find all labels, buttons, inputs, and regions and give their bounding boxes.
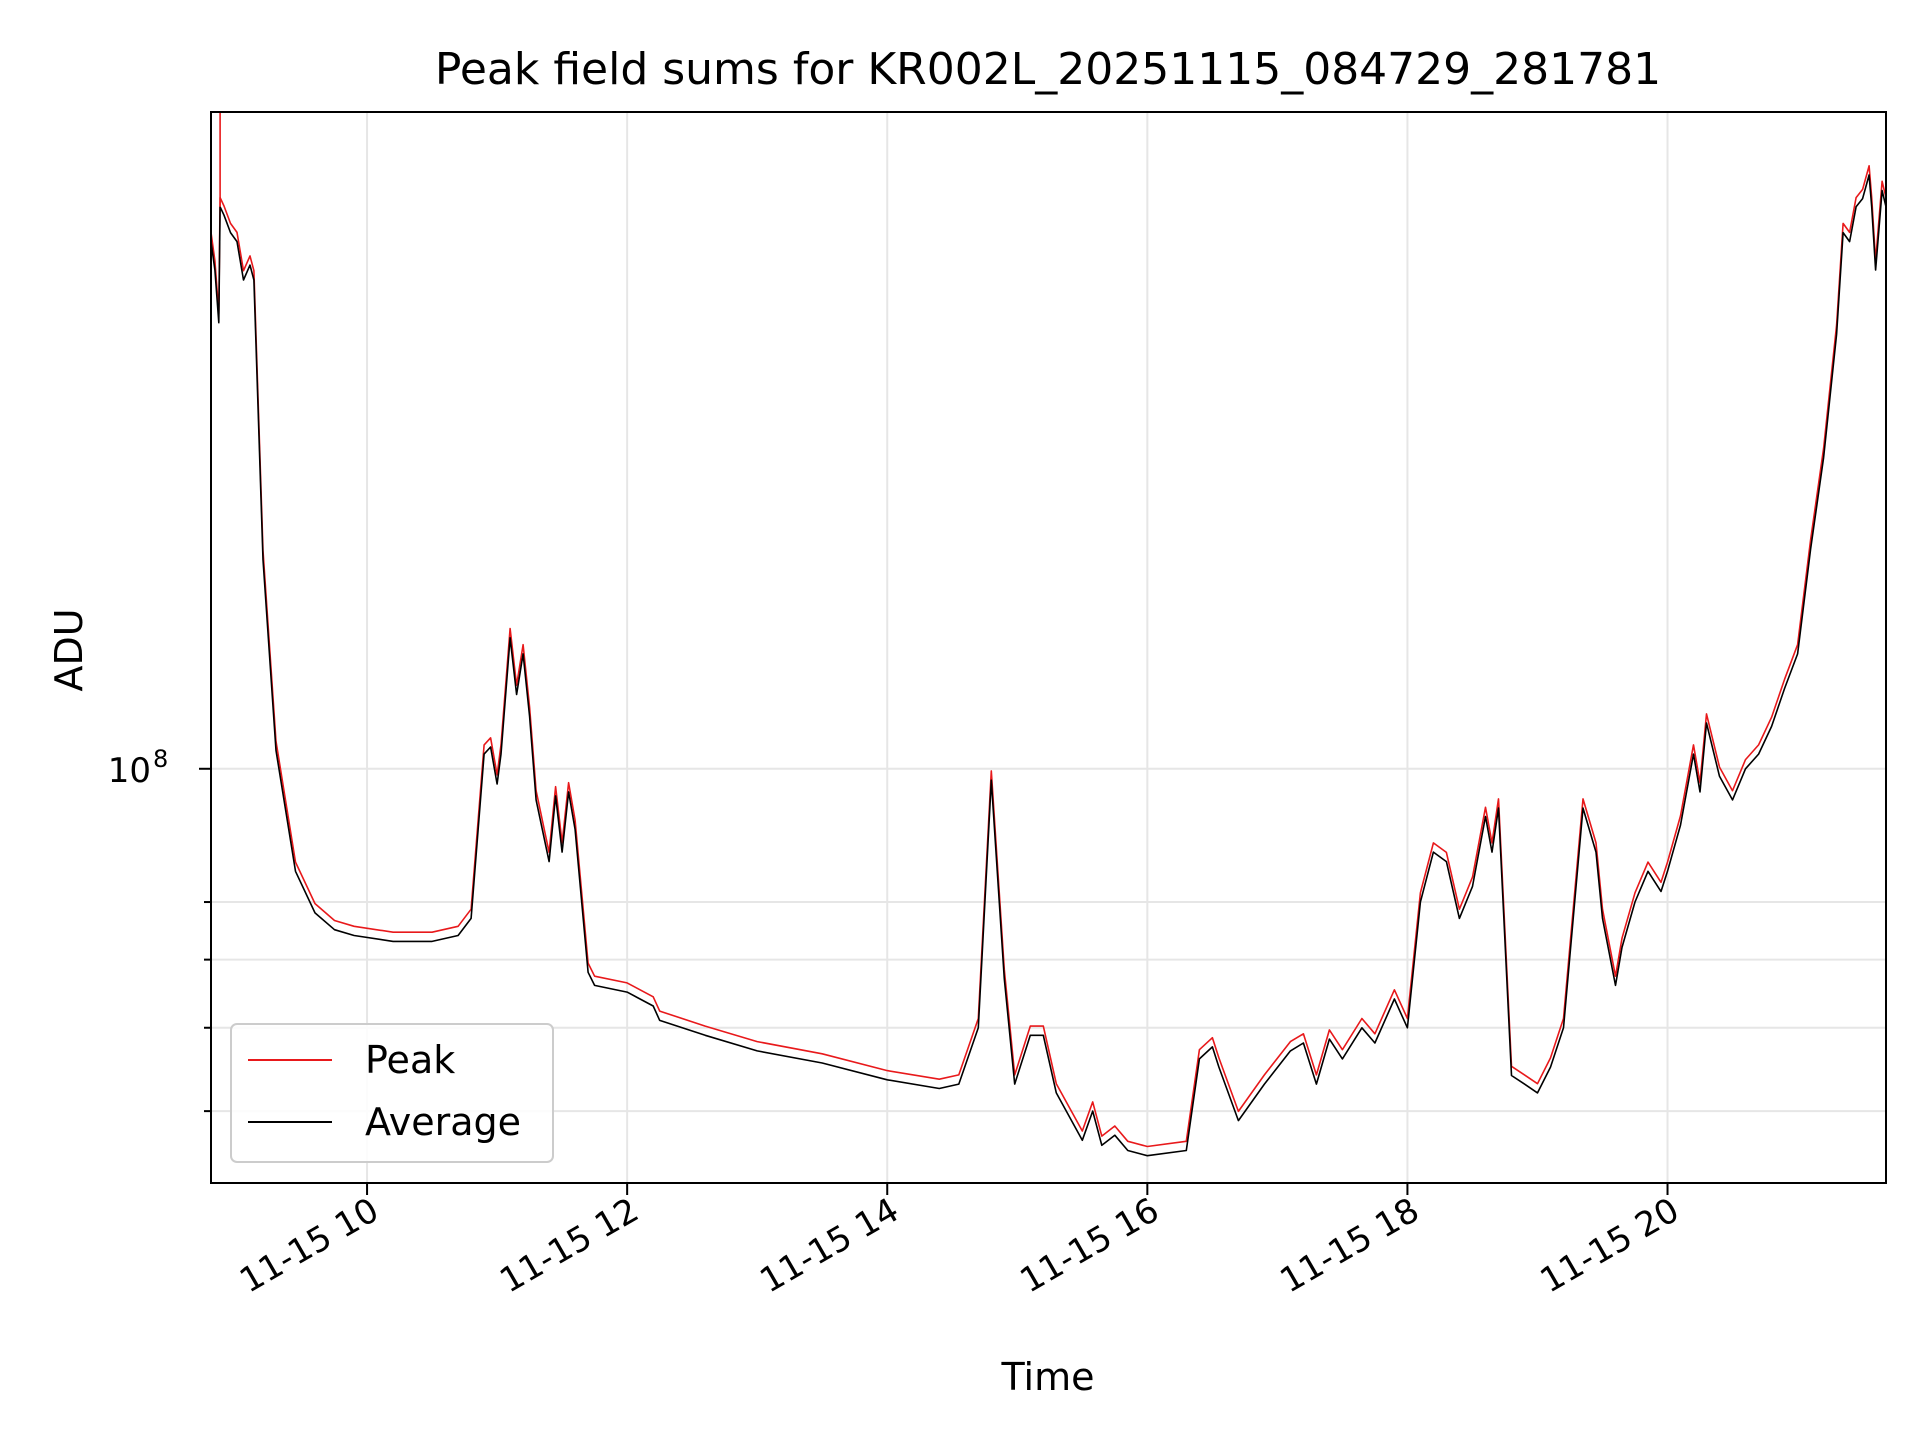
legend-peak-label: Peak [365, 1038, 455, 1082]
y-tick-label-base: 10 [108, 751, 151, 791]
plot-area [210, 112, 1887, 1157]
chart-title: Peak field sums for KR002L_20251115_0847… [435, 44, 1661, 95]
legend: Peak Average [230, 1023, 554, 1163]
legend-average-label: Average [365, 1100, 521, 1144]
series-line-average [210, 174, 1887, 1157]
y-tick-label-exponent: 8 [153, 745, 168, 773]
y-tick-label: 10 [108, 751, 151, 791]
x-axis-label: Time [1001, 1355, 1095, 1399]
y-axis-label: ADU [47, 608, 91, 691]
legend-box [230, 1023, 554, 1163]
axes-frame [210, 111, 1887, 1184]
